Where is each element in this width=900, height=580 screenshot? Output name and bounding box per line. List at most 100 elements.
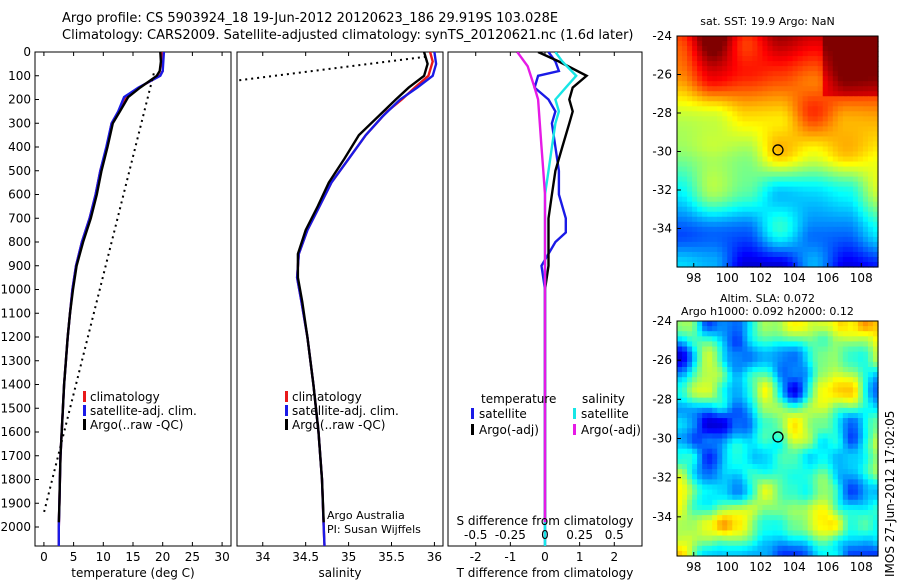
map-cell: [742, 206, 748, 213]
map-cell: [697, 221, 703, 228]
map-cell: [782, 186, 789, 193]
map-cell: [702, 540, 708, 547]
map-cell: [777, 326, 784, 332]
map-cell: [757, 356, 764, 363]
map-cell: [832, 366, 839, 373]
map-cell: [832, 251, 839, 258]
map-cell: [807, 216, 814, 223]
map-cell: [757, 499, 764, 506]
map-cell: [802, 530, 809, 537]
map-cell: [757, 86, 764, 92]
map-cell: [717, 397, 723, 404]
map-cell: [862, 438, 869, 445]
map-cell: [842, 251, 849, 258]
map-cell: [692, 231, 698, 238]
map-cell: [862, 392, 869, 399]
map-cell: [827, 331, 834, 337]
map-cell: [782, 469, 789, 475]
map-cell: [842, 101, 849, 107]
map-cell: [812, 392, 819, 399]
map-cell: [827, 116, 834, 122]
map-cell: [767, 412, 774, 419]
map-cell: [787, 96, 794, 102]
map-cell: [787, 116, 794, 122]
map-cell: [742, 86, 748, 92]
map-cell: [697, 397, 703, 404]
map-cell: [692, 336, 698, 343]
map-cell: [872, 236, 879, 243]
lon-tick-label: 106: [816, 271, 839, 285]
map-cell: [777, 336, 784, 343]
map-cell: [687, 91, 693, 97]
map-cell: [727, 116, 733, 122]
map-cell: [852, 186, 859, 193]
map-cell: [762, 336, 769, 343]
map-cell: [807, 101, 814, 107]
map-cell: [722, 171, 728, 178]
map-cell: [847, 46, 854, 52]
map-cell: [807, 121, 814, 127]
map-cell: [727, 382, 733, 389]
map-cell: [767, 443, 774, 450]
map-cell: [847, 382, 854, 389]
map-cell: [722, 66, 728, 72]
map-cell: [867, 146, 874, 153]
map-cell: [757, 361, 764, 368]
map-cell: [692, 151, 698, 158]
map-cell: [682, 191, 688, 198]
map-cell: [862, 331, 869, 337]
map-cell: [687, 402, 693, 409]
map-cell: [707, 151, 713, 158]
map-cell: [842, 121, 849, 127]
map-cell: [707, 443, 713, 450]
map-cell: [787, 372, 794, 378]
map-cell: [772, 111, 779, 117]
map-cell: [842, 530, 849, 537]
map-cell: [847, 484, 854, 491]
map-cell: [747, 141, 753, 148]
map-cell: [677, 246, 683, 253]
map-cell: [742, 241, 748, 248]
map-cell: [747, 111, 753, 117]
map-cell: [697, 366, 703, 373]
map-cell: [782, 356, 789, 363]
map-cell: [782, 428, 789, 434]
map-cell: [827, 71, 834, 77]
map-cell: [862, 101, 869, 107]
legend-label: climatology: [292, 390, 362, 404]
map-cell: [777, 453, 784, 460]
map-cell: [792, 510, 799, 516]
map-cell: [762, 387, 769, 394]
sla-map-subtitle: Argo h1000: 0.092 h2000: 0.12: [681, 305, 854, 318]
map-cell: [737, 520, 743, 526]
map-cell: [752, 433, 759, 440]
map-cell: [742, 402, 748, 409]
map-cell: [722, 221, 728, 228]
map-cell: [707, 387, 713, 394]
map-cell: [757, 484, 764, 491]
map-cell: [707, 161, 713, 168]
map-cell: [762, 545, 769, 552]
map-cell: [747, 412, 753, 419]
map-cell: [707, 106, 713, 112]
map-cell: [702, 221, 708, 228]
map-cell: [787, 423, 794, 429]
map-cell: [817, 131, 824, 138]
argo-position-marker: [772, 144, 784, 156]
map-cell: [842, 161, 849, 168]
map-cell: [757, 443, 764, 450]
map-cell: [682, 474, 688, 480]
map-cell: [762, 510, 769, 516]
map-cell: [777, 116, 784, 122]
map-cell: [687, 181, 693, 188]
map-cell: [752, 106, 759, 112]
map-cell: [862, 146, 869, 153]
map-cell: [827, 146, 834, 153]
map-cell: [742, 91, 748, 97]
map-cell: [707, 428, 713, 434]
map-cell: [847, 341, 854, 348]
map-cell: [787, 51, 794, 57]
map-cell: [737, 535, 743, 542]
map-cell: [862, 226, 869, 233]
map-cell: [792, 479, 799, 486]
